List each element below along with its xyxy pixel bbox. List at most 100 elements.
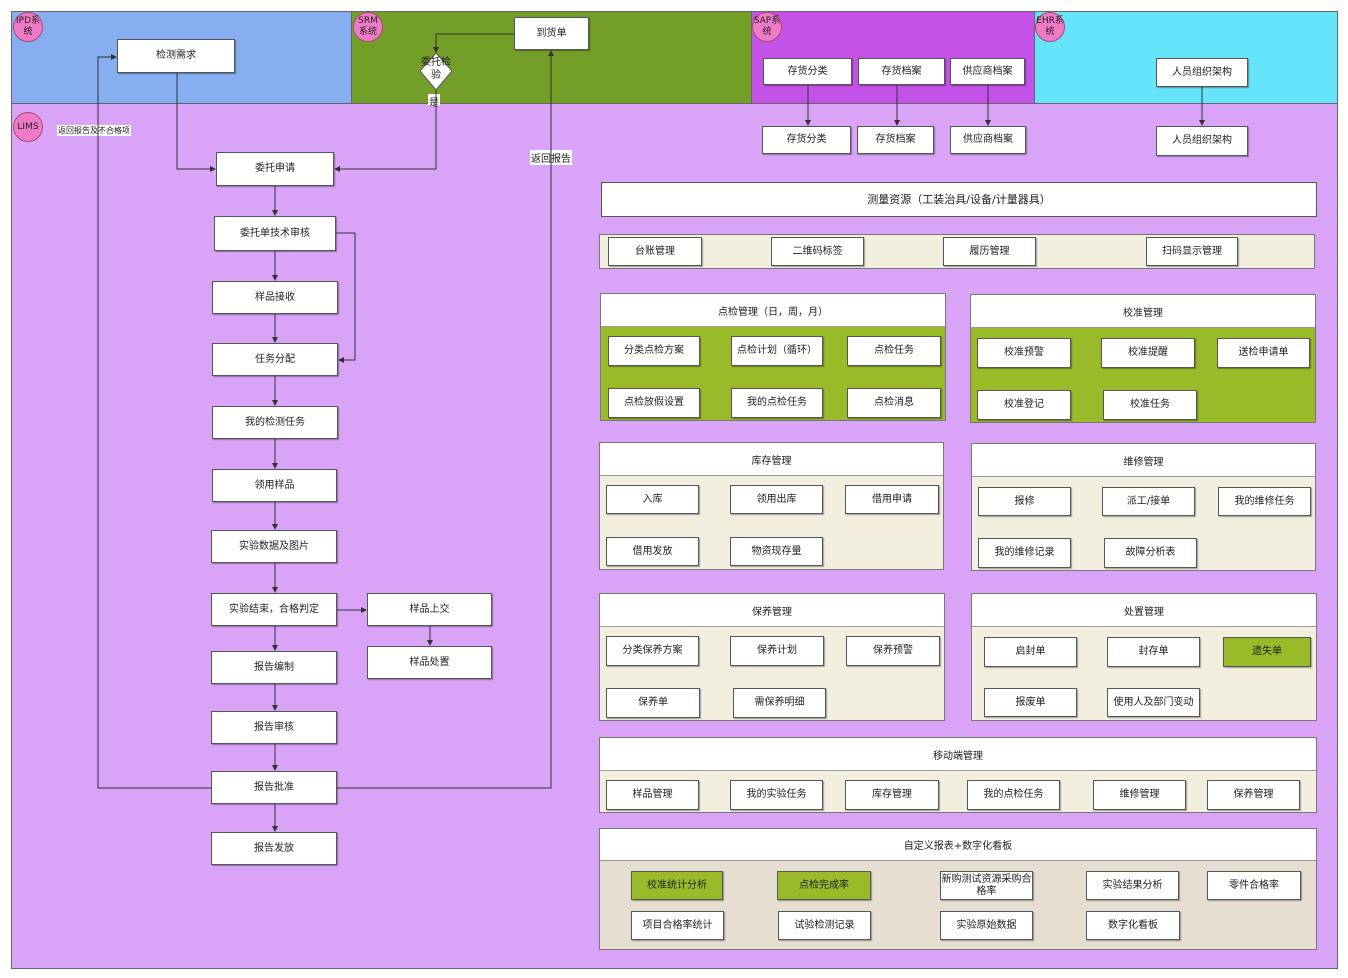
module-item[interactable]: 借用发放 [606,537,699,566]
module-item[interactable]: 入库 [606,485,699,514]
module-item[interactable]: 点检消息 [847,388,941,418]
module-title: 自定义报表+数字化看板 [600,829,1316,861]
sap-top-item[interactable]: 存货档案 [858,58,945,85]
module-title: 移动端管理 [600,738,1316,771]
badge-lims: LIMS [13,112,43,142]
module-item[interactable]: 故障分析表 [1104,538,1197,568]
line-return-srm [337,50,554,789]
module-item[interactable]: 新购测试资源采购合格率 [940,871,1033,900]
flow-need[interactable]: 检测需求 [117,39,235,73]
module-title: 库存管理 [600,443,943,476]
badge-ipd: IPD系统 [13,12,43,42]
module-item[interactable]: 校准登记 [977,390,1071,420]
measure-title: 测量资源（工装治具/设备/计量器具） [601,182,1317,217]
module-title: 处置管理 [972,594,1316,627]
module-item[interactable]: 点检计划（循环） [731,336,823,366]
flow-assign[interactable]: 任务分配 [212,343,338,376]
module-item[interactable]: 分类点检方案 [608,336,700,366]
module-panel: 移动端管理 [599,737,1317,813]
line-return-ipd [97,54,211,789]
flow-submit[interactable]: 样品上交 [367,593,492,626]
flow-apply[interactable]: 委托申请 [216,152,334,186]
flow-my-tasks[interactable]: 我的检测任务 [212,406,338,439]
decision-label: 委托检验 [421,57,451,81]
module-item[interactable]: 数字化看板 [1086,911,1180,940]
measure-item[interactable]: 扫码显示管理 [1146,237,1238,266]
ehr-top-item[interactable]: 人员组织架构 [1156,58,1248,87]
module-item[interactable]: 零件合格率 [1207,871,1301,900]
flow-dispose[interactable]: 样品处置 [367,646,492,679]
sap-bottom-item[interactable]: 存货档案 [857,126,934,154]
flow-review[interactable]: 报告审核 [211,711,337,744]
badge-sap: SAP系统 [752,12,782,42]
module-item[interactable]: 使用人及部门变动 [1107,688,1200,717]
module-item[interactable]: 校准任务 [1103,390,1197,420]
flow-approve[interactable]: 报告批准 [211,771,337,804]
module-item[interactable]: 我的维修任务 [1218,487,1311,516]
module-item[interactable]: 点检放假设置 [608,388,700,418]
module-item[interactable]: 维修管理 [1093,780,1186,810]
module-item[interactable]: 保养管理 [1207,780,1300,810]
flow-data-images[interactable]: 实验数据及图片 [211,530,337,563]
ehr-bottom-item[interactable]: 人员组织架构 [1156,126,1248,156]
module-item[interactable]: 我的维修记录 [978,538,1071,568]
module-item[interactable]: 需保养明细 [733,688,826,718]
badge-ehr: EHR系统 [1035,12,1065,42]
sap-bottom-item[interactable]: 供应商档案 [950,126,1026,154]
module-item[interactable]: 我的点检任务 [731,388,823,418]
module-item[interactable]: 分类保养方案 [606,636,699,666]
line-decision-to-apply [334,90,437,172]
sap-top-item[interactable]: 供应商档案 [950,58,1025,85]
badge-srm: SRM系统 [353,12,383,42]
flow-take-sample[interactable]: 领用样品 [212,469,337,502]
flow-receive[interactable]: 样品接收 [212,281,338,314]
flow-arrival[interactable]: 到货单 [514,17,589,50]
module-item[interactable]: 保养计划 [730,636,824,666]
module-item[interactable]: 领用出库 [730,485,823,514]
module-item[interactable]: 物资现存量 [730,537,823,566]
module-item[interactable]: 试验检测记录 [778,911,871,940]
module-item[interactable]: 报修 [978,487,1071,516]
line-need-to-apply [176,73,216,172]
module-item[interactable]: 实验原始数据 [940,911,1033,940]
measure-item[interactable]: 履历管理 [943,237,1036,266]
module-title: 校准管理 [971,295,1315,328]
module-item[interactable]: 样品管理 [606,780,699,810]
module-item[interactable]: 实验结果分析 [1086,871,1179,900]
module-item[interactable]: 点检完成率 [777,871,871,900]
module-item[interactable]: 送检申请单 [1217,338,1310,368]
module-item[interactable]: 报废单 [984,688,1077,717]
module-item[interactable]: 派工/接单 [1102,487,1195,516]
line-arrival-to-decision [433,33,514,53]
sap-bottom-item[interactable]: 存货分类 [762,126,851,154]
module-title: 保养管理 [600,594,944,627]
module-item[interactable]: 我的实验任务 [730,780,823,810]
module-item[interactable]: 校准统计分析 [631,871,723,900]
sap-top-item[interactable]: 存货分类 [763,58,852,85]
module-item[interactable]: 遗失单 [1223,637,1311,667]
measure-item[interactable]: 二维码标签 [771,237,864,266]
module-item[interactable]: 库存管理 [845,780,939,810]
module-item[interactable]: 封存单 [1107,637,1200,667]
module-item[interactable]: 点检任务 [847,336,941,366]
module-item[interactable]: 校准提醒 [1101,338,1195,368]
module-item[interactable]: 借用申请 [845,485,939,514]
measure-item[interactable]: 台账管理 [608,237,702,266]
decision-diamond[interactable] [420,53,452,90]
flow-tech-review[interactable]: 委托单技术审核 [214,216,336,251]
module-item[interactable]: 我的点检任务 [967,780,1060,810]
module-item[interactable]: 项目合格率统计 [631,911,724,940]
module-item[interactable]: 启封单 [984,637,1077,667]
line-review-to-assign [336,232,356,363]
module-title: 维修管理 [972,444,1315,477]
module-item[interactable]: 校准预警 [977,338,1071,368]
module-item[interactable]: 保养预警 [846,636,940,666]
flow-issue[interactable]: 报告发放 [211,832,337,865]
decision-yes-label: 是 [428,94,440,109]
flow-compile[interactable]: 报告编制 [211,651,337,684]
flow-judge[interactable]: 实验结束，合格判定 [211,593,337,626]
return-ipd-label: 返回报告及不合格项 [57,125,131,136]
module-title: 点检管理（日，周，月） [601,294,945,327]
module-item[interactable]: 保养单 [606,688,700,718]
